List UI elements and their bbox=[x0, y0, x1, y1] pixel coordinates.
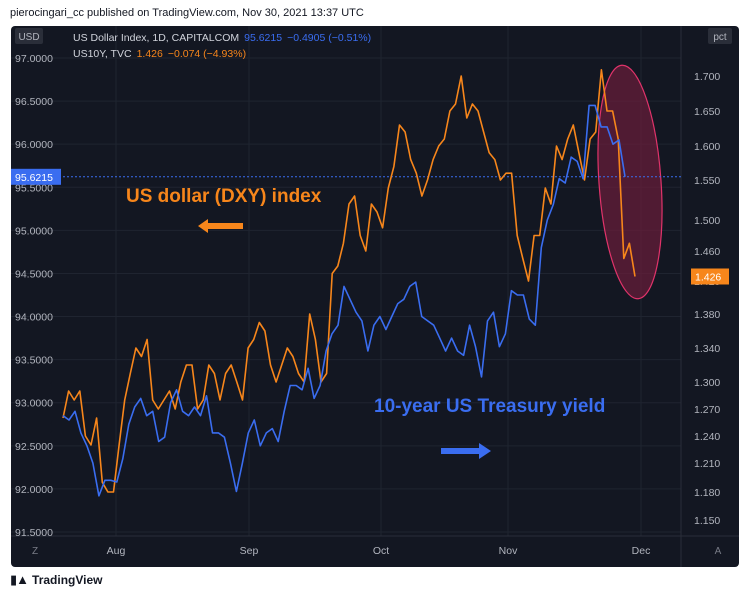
left-axis-tick: 97.0000 bbox=[15, 53, 53, 65]
right-axis-tick: 1.700 bbox=[694, 71, 720, 83]
right-axis-tick: 1.150 bbox=[694, 515, 720, 527]
left-axis-unit-box bbox=[15, 28, 43, 44]
series-dxy-line bbox=[62, 104, 626, 497]
left-axis-tick: 91.5000 bbox=[15, 527, 53, 539]
right-axis-tick: 1.270 bbox=[694, 404, 720, 416]
footer-brand[interactable]: TradingView bbox=[32, 573, 103, 587]
right-last-value-badge bbox=[691, 268, 729, 285]
legend-dxy-line1_change: −0.4905 (−0.51%) bbox=[287, 32, 371, 44]
legend-dxy-line1_name: US Dollar Index, 1D, CAPITALCOM bbox=[73, 32, 239, 44]
left-axis-tick: 96.0000 bbox=[15, 139, 53, 151]
right-axis-tick: 1.650 bbox=[694, 106, 720, 118]
left-arrow-icon bbox=[198, 219, 243, 233]
left-axis-tick: 95.0000 bbox=[15, 225, 53, 237]
right-axis-tick: 1.380 bbox=[694, 309, 720, 321]
chart-frame[interactable]: USD 97.0000 96.5000 96.0000 95.5000 95.0000 94… bbox=[11, 26, 739, 567]
x-axis-tick: Nov bbox=[499, 545, 518, 557]
highlight-ellipse bbox=[597, 64, 663, 300]
legend-us10y-line2_name: US10Y, TVC bbox=[73, 48, 132, 60]
left-axis-unit: USD bbox=[18, 32, 39, 43]
publisher-line: pierocingari_cc published on TradingView… bbox=[0, 0, 750, 26]
right-axis-tick: 1.210 bbox=[694, 458, 720, 470]
legend-dxy-line1_value: 95.6215 bbox=[244, 32, 282, 44]
x-axis-tick: Oct bbox=[373, 545, 389, 557]
right-axis-unit-box bbox=[708, 28, 732, 44]
left-axis-tick: 94.5000 bbox=[15, 268, 53, 280]
left-axis-tick: 96.5000 bbox=[15, 96, 53, 108]
legend-line-dxy: US Dollar Index, 1D, CAPITALCOM 95.6215 −0… bbox=[73, 32, 371, 44]
left-axis-tick: 93.5000 bbox=[15, 355, 53, 367]
footer: ▮▲ TradingView bbox=[0, 567, 750, 593]
right-axis-tick: 1.550 bbox=[694, 175, 720, 187]
right-axis-tick: 1.500 bbox=[694, 215, 720, 227]
legend-us10y-line2_value: 1.426 bbox=[137, 48, 163, 60]
tradingview-logo-icon[interactable]: ▮▲ bbox=[10, 572, 29, 587]
right-axis-tick: 1.340 bbox=[694, 343, 720, 355]
left-axis-tick: 92.5000 bbox=[15, 441, 53, 453]
x-axis-tick: Sep bbox=[240, 545, 259, 557]
right-last-value: 1.426 bbox=[695, 272, 721, 284]
right-axis-tick: 1.300 bbox=[694, 377, 720, 389]
right-axis-unit: pct bbox=[713, 32, 727, 43]
auto-scale-button: A bbox=[715, 546, 722, 557]
chart-svg[interactable]: USD 97.0000 96.5000 96.0000 95.5000 95.0000 94… bbox=[11, 26, 739, 567]
right-arrow-icon bbox=[441, 443, 491, 459]
legend-us10y-line2_change: −0.074 (−4.93%) bbox=[168, 48, 246, 60]
left-axis-tick: 95.5000 bbox=[15, 182, 53, 194]
left-axis-tick: 93.0000 bbox=[15, 398, 53, 410]
right-axis-tick: 1.460 bbox=[694, 246, 720, 258]
left-axis-tick: 92.0000 bbox=[15, 484, 53, 496]
left-axis-tick: 94.0000 bbox=[15, 312, 53, 324]
series-us10y-line bbox=[62, 69, 636, 493]
legend-line-us10y: US10Y, TVC 1.426 −0.074 (−4.93%) bbox=[73, 48, 246, 60]
right-axis-tick: 1.180 bbox=[694, 487, 720, 499]
dxy-annotation-label: US dollar (DXY) index bbox=[126, 186, 322, 207]
left-last-value-badge bbox=[11, 168, 61, 185]
left-last-value: 95.6215 bbox=[15, 172, 53, 184]
x-axis-tick: Aug bbox=[107, 545, 126, 557]
timezone-button: Z bbox=[32, 546, 38, 557]
right-axis-tick: 1.240 bbox=[694, 431, 720, 443]
right-axis-tick: 1.600 bbox=[694, 141, 720, 153]
x-axis-tick: Dec bbox=[632, 545, 651, 557]
yield-annotation-label: 10-year US Treasury yield bbox=[374, 396, 605, 417]
